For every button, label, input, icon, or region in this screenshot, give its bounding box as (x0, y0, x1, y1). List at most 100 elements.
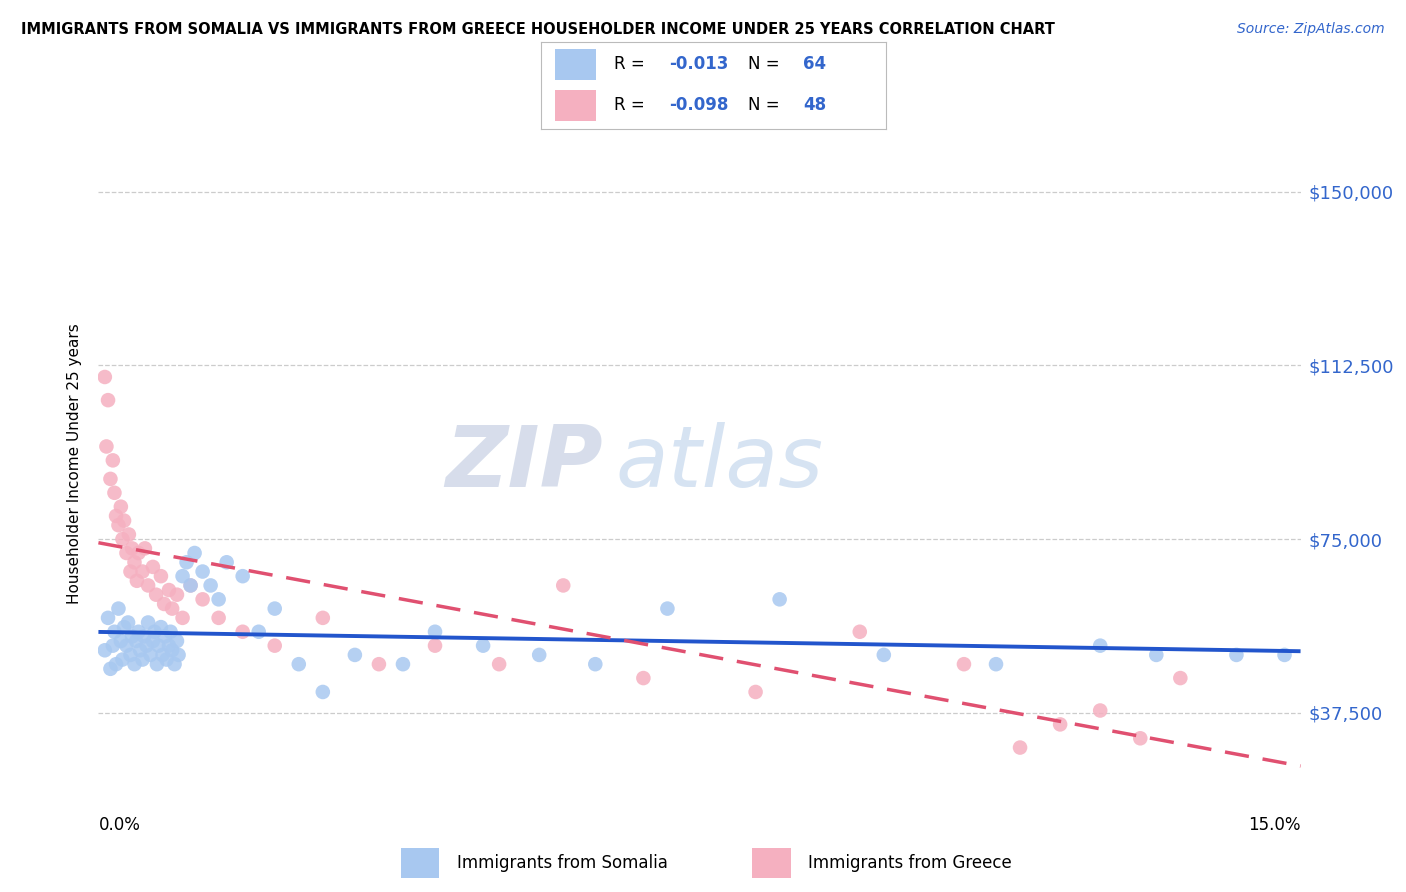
Point (111, 532, 134, 546)
Point (1010, 740, 1032, 755)
Point (849, 624, 872, 639)
Point (160, 643, 183, 657)
Point (232, 569, 254, 583)
Text: ZIP: ZIP (446, 422, 603, 506)
Point (873, 648, 896, 662)
Point (107, 518, 129, 533)
Text: atlas: atlas (616, 422, 824, 506)
Text: 64: 64 (803, 55, 827, 73)
Point (180, 578, 202, 592)
Point (167, 648, 190, 662)
Bar (401, 848, 440, 878)
Point (312, 611, 335, 625)
Point (124, 555, 146, 569)
Point (160, 601, 183, 615)
Bar (752, 848, 792, 878)
Point (139, 648, 162, 662)
Text: R =: R = (613, 55, 650, 73)
Point (120, 565, 142, 579)
Point (191, 565, 214, 579)
Point (94, 370, 117, 384)
Point (553, 578, 575, 592)
Point (101, 453, 124, 467)
Point (153, 629, 176, 643)
Point (149, 620, 172, 634)
Point (200, 578, 222, 592)
Point (149, 569, 172, 583)
Point (110, 634, 132, 648)
Point (633, 671, 655, 685)
Point (142, 560, 165, 574)
Point (488, 657, 510, 672)
Point (159, 624, 181, 639)
Text: -0.098: -0.098 (669, 95, 728, 114)
Point (134, 541, 156, 556)
Point (163, 657, 186, 672)
Text: 48: 48 (803, 95, 827, 114)
Point (145, 588, 167, 602)
Point (153, 597, 176, 611)
Point (423, 624, 446, 639)
Point (111, 652, 134, 666)
Bar (555, 90, 596, 120)
Point (115, 546, 138, 560)
Point (155, 652, 177, 666)
Point (136, 578, 159, 592)
Point (423, 639, 446, 653)
Point (132, 629, 155, 643)
Point (101, 639, 124, 653)
Point (208, 611, 231, 625)
Point (232, 624, 254, 639)
Point (247, 624, 270, 639)
Point (120, 648, 142, 662)
Point (172, 611, 194, 625)
Point (128, 546, 150, 560)
Point (1274, 648, 1296, 662)
Point (312, 685, 335, 699)
Point (129, 643, 152, 657)
Point (191, 592, 214, 607)
Point (100, 472, 122, 486)
Point (1144, 648, 1167, 662)
Point (1088, 704, 1111, 718)
Point (135, 639, 157, 653)
Point (131, 652, 153, 666)
Point (1225, 648, 1247, 662)
Text: Immigrants from Greece: Immigrants from Greece (808, 854, 1012, 872)
Text: 15.0%: 15.0% (1249, 816, 1301, 834)
Point (343, 648, 366, 662)
Point (1170, 671, 1192, 685)
Point (103, 624, 125, 639)
Point (744, 685, 766, 699)
Point (157, 583, 180, 598)
Point (143, 624, 166, 639)
Point (166, 588, 188, 602)
Text: IMMIGRANTS FROM SOMALIA VS IMMIGRANTS FROM GREECE HOUSEHOLDER INCOME UNDER 25 YE: IMMIGRANTS FROM SOMALIA VS IMMIGRANTS FR… (21, 22, 1054, 37)
Point (176, 555, 198, 569)
Point (112, 514, 135, 528)
Point (953, 657, 976, 672)
Point (115, 639, 138, 653)
Point (107, 601, 129, 615)
Point (97, 611, 120, 625)
Point (288, 657, 311, 672)
Point (215, 555, 238, 569)
Text: R =: R = (613, 95, 650, 114)
Point (103, 485, 125, 500)
Point (166, 634, 188, 648)
Text: N =: N = (748, 95, 785, 114)
Point (117, 615, 139, 630)
Point (148, 639, 170, 653)
Point (1088, 639, 1111, 653)
Text: -0.013: -0.013 (669, 55, 728, 73)
Bar (555, 49, 596, 79)
Point (131, 565, 153, 579)
Point (105, 657, 128, 672)
Point (125, 634, 148, 648)
Point (118, 527, 141, 541)
Point (183, 546, 205, 560)
Point (263, 639, 285, 653)
Point (97, 393, 120, 408)
Point (368, 657, 391, 672)
Point (110, 500, 132, 514)
